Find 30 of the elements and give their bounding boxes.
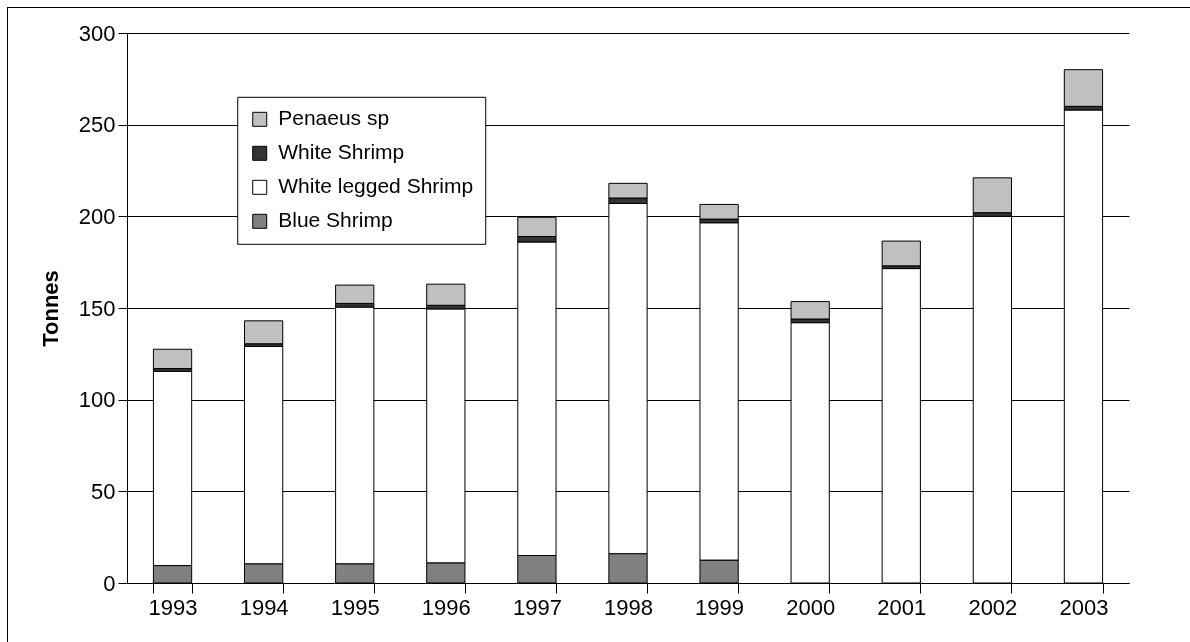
bar [1063,69,1104,107]
bar [152,348,193,369]
y-tick-label: 150 [78,295,116,321]
x-tick-label: 1993 [148,594,198,620]
x-tick-label: 1997 [512,594,562,620]
y-tick-label: 300 [78,20,116,46]
bar [426,283,466,306]
legend-label: White legged Shrimp [278,174,474,198]
legend-label: White Shrimp [278,140,405,164]
x-tick-label: 2003 [1059,594,1109,620]
x-tick-label: 1996 [421,594,471,620]
bar [335,284,375,304]
x-tick-label: 1998 [604,594,653,620]
y-tick-label: 250 [78,112,116,138]
x-tick-label: 2002 [968,594,1018,620]
legend-label: Penaeus sp [278,106,390,130]
y-tick-label: 200 [78,203,116,229]
y-tick-label: 0 [103,570,116,596]
x-tick-label: 2000 [786,594,836,620]
bar [244,320,284,345]
y-axis-title: Tonnes [37,270,63,347]
y-tick-label: 100 [78,387,116,413]
x-tick-label: 2001 [877,594,927,620]
x-tick-label: 1999 [695,594,745,620]
x-tick-label: 1994 [239,594,289,620]
x-tick-label: 1995 [330,594,380,620]
legend-label: Blue Shrimp [278,208,393,232]
bar [881,240,921,267]
y-tick-label: 50 [91,478,116,504]
bar [972,177,1012,214]
